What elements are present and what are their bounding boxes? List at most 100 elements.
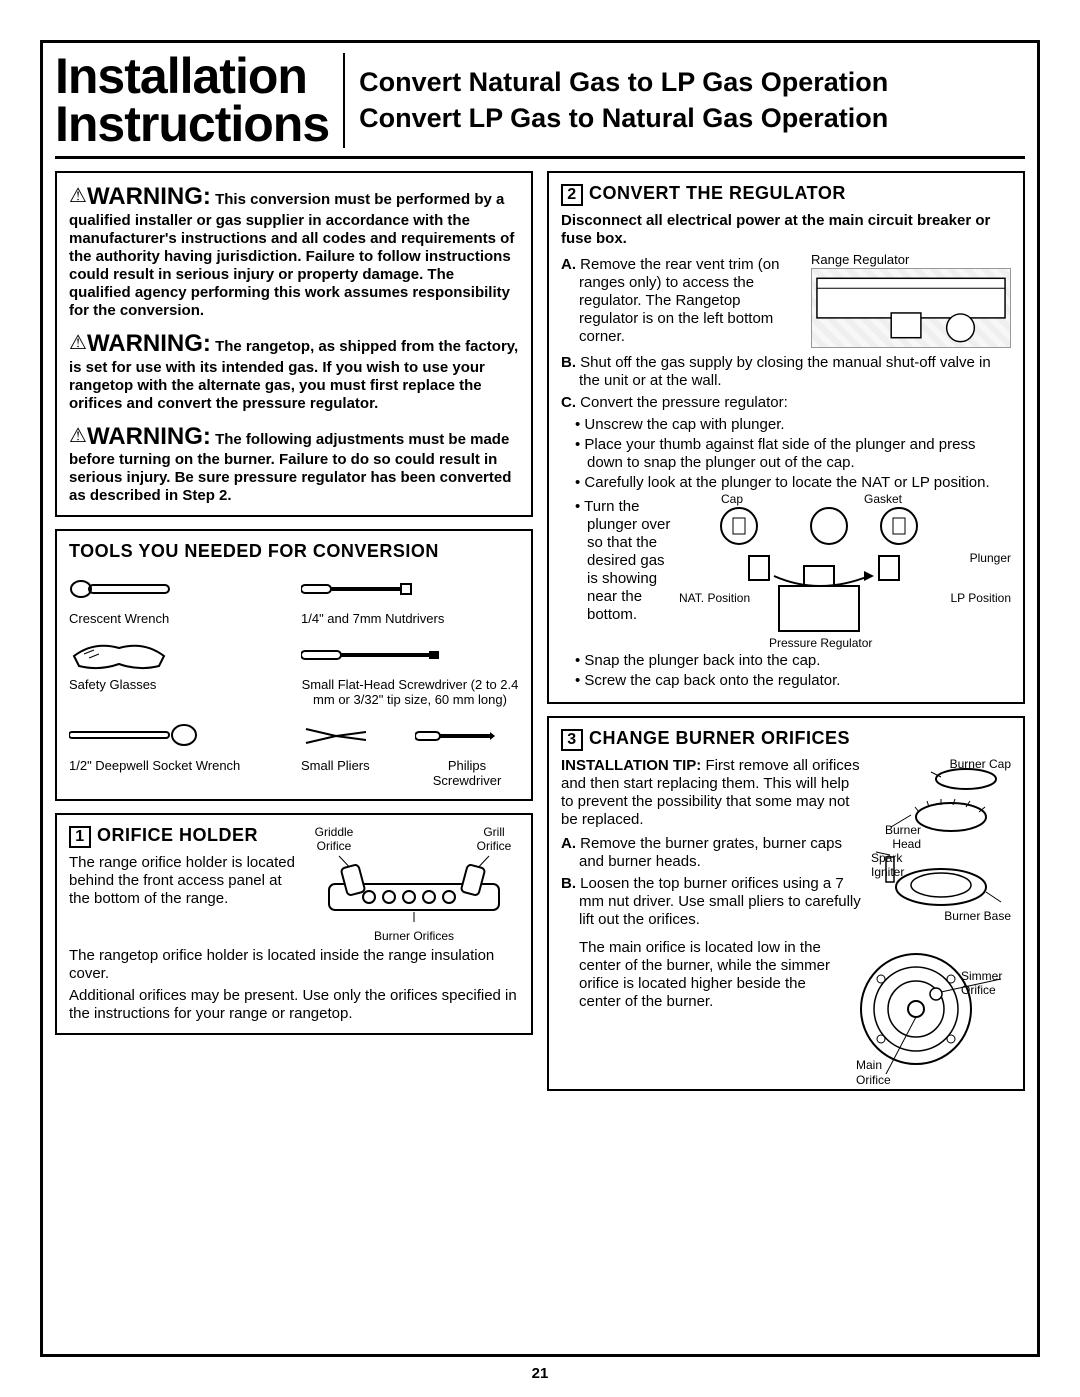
left-column: ⚠WARNING: This conversion must be perfor… bbox=[55, 171, 533, 1103]
cap-label: Cap bbox=[721, 492, 743, 506]
warnings-box: ⚠WARNING: This conversion must be perfor… bbox=[55, 171, 533, 517]
tool-socket-wrench: 1/2" Deepwell Socket Wrench bbox=[69, 716, 287, 789]
warning-3: ⚠WARNING: The following adjustments must… bbox=[69, 423, 519, 506]
columns: ⚠WARNING: This conversion must be perfor… bbox=[55, 171, 1025, 1103]
tool-label: Crescent Wrench bbox=[69, 611, 287, 627]
gasket-label: Gasket bbox=[864, 492, 902, 506]
glasses-icon bbox=[69, 635, 287, 675]
header-title: Installation Instructions bbox=[55, 53, 345, 148]
title-line-2: Instructions bbox=[55, 101, 329, 149]
step2-b-text: Shut off the gas supply by closing the m… bbox=[579, 354, 991, 389]
step3-title-text: CHANGE BURNER ORIFICES bbox=[589, 728, 850, 748]
step3-title: 3 CHANGE BURNER ORIFICES bbox=[561, 728, 1011, 751]
step2-c2-text: Place your thumb against flat side of th… bbox=[584, 436, 975, 471]
tool-crescent-wrench: Crescent Wrench bbox=[69, 569, 287, 627]
range-regulator-label: Range Regulator bbox=[811, 252, 1011, 268]
burner-exploded-diagram: Burner Cap B bbox=[871, 757, 1011, 933]
burner-cap-label: Burner Cap bbox=[950, 757, 1011, 771]
step-number: 1 bbox=[69, 826, 91, 848]
tools-title: TOOLS YOU NEEDED FOR CONVERSION bbox=[69, 541, 519, 563]
tool-pliers-philips: Small Pliers Philips Screwdriver bbox=[301, 716, 519, 789]
step2-title-text: CONVERT THE REGULATOR bbox=[589, 183, 846, 203]
right-column: 2 CONVERT THE REGULATOR Disconnect all el… bbox=[547, 171, 1025, 1103]
burner-base-label: Burner Base bbox=[944, 909, 1011, 923]
nutdriver-icon bbox=[301, 569, 519, 609]
step2-c5-text: Snap the plunger back into the cap. bbox=[584, 652, 820, 669]
screwdriver-icon bbox=[301, 635, 519, 675]
tool-flathead: Small Flat-Head Screwdriver (2 to 2.4 mm… bbox=[301, 635, 519, 708]
step1-p1: The range orifice holder is located behi… bbox=[69, 854, 301, 908]
step1-p3: Additional orifices may be present. Use … bbox=[69, 987, 519, 1023]
simmer-label: Simmer Orifice bbox=[961, 969, 1016, 998]
socket-icon bbox=[69, 716, 287, 756]
wrench-icon bbox=[69, 569, 287, 609]
header: Installation Instructions Convert Natura… bbox=[55, 53, 1025, 159]
step2-c-text: Convert the pressure regulator: bbox=[580, 394, 788, 411]
warning-icon: ⚠ bbox=[69, 184, 87, 208]
warning-label: WARNING: bbox=[87, 330, 211, 357]
philips-icon bbox=[415, 716, 519, 756]
step2-a: A. Remove the rear vent trim (on ranges … bbox=[561, 256, 803, 346]
reg-label: Pressure Regulator bbox=[769, 636, 872, 650]
step2-title: 2 CONVERT THE REGULATOR bbox=[561, 183, 1011, 206]
step2-c5: • Snap the plunger back into the cap. bbox=[575, 652, 1011, 670]
step2-c6-text: Screw the cap back onto the regulator. bbox=[584, 672, 840, 689]
step3-box: 3 CHANGE BURNER ORIFICES INSTALLATION TIP… bbox=[547, 716, 1025, 1091]
warning-icon: ⚠ bbox=[69, 331, 87, 355]
nat-label: NAT. Position bbox=[679, 591, 750, 605]
warning-label: WARNING: bbox=[87, 183, 211, 210]
spark-label: Spark Igniter bbox=[871, 851, 921, 880]
tool-label: Small Flat-Head Screwdriver (2 to 2.4 mm… bbox=[301, 677, 519, 708]
step1-box: 1 ORIFICE HOLDER The range orifice holder… bbox=[55, 813, 533, 1035]
tool-label: Safety Glasses bbox=[69, 677, 287, 693]
step3-b-text: Loosen the top burner orifices using a 7… bbox=[579, 875, 861, 928]
step3-a: A. Remove the burner grates, burner caps… bbox=[561, 835, 863, 871]
step2-c: C. Convert the pressure regulator: bbox=[561, 394, 1011, 412]
tool-nutdrivers: 1/4" and 7mm Nutdrivers bbox=[301, 569, 519, 627]
range-regulator-diagram: Range Regulator bbox=[811, 252, 1011, 350]
main-label: Main Orifice bbox=[856, 1058, 906, 1087]
step2-c1-text: Unscrew the cap with plunger. bbox=[584, 416, 784, 433]
burner-top-diagram: Simmer Orifice Main Orifice bbox=[841, 939, 1011, 1079]
page-number: 21 bbox=[43, 1365, 1037, 1382]
header-subtitle: Convert Natural Gas to LP Gas Operation … bbox=[345, 53, 1025, 148]
regulator-diagram: Cap Gasket Plunger NAT. Position LP Posi… bbox=[679, 496, 1011, 646]
griddle-label: Griddle Orifice bbox=[309, 825, 359, 854]
step2-disconnect: Disconnect all electrical power at the m… bbox=[561, 212, 1011, 248]
step2-c4: • Turn the plunger over so that the desi… bbox=[575, 498, 671, 624]
warning-2: ⚠WARNING: The rangetop, as shipped from … bbox=[69, 330, 519, 413]
step2-c4-text: Turn the plunger over so that the desire… bbox=[584, 498, 670, 623]
page-border: Installation Instructions Convert Natura… bbox=[40, 40, 1040, 1357]
step1-title: 1 ORIFICE HOLDER bbox=[69, 825, 301, 848]
tool-label: Small Pliers bbox=[301, 758, 405, 774]
orifice-holder-diagram: Griddle Orifice Grill Orifice bbox=[309, 825, 519, 943]
step-number: 2 bbox=[561, 184, 583, 206]
step-number: 3 bbox=[561, 729, 583, 751]
subtitle-line-1: Convert Natural Gas to LP Gas Operation bbox=[359, 65, 1025, 100]
subtitle-line-2: Convert LP Gas to Natural Gas Operation bbox=[359, 101, 1025, 136]
tool-label: 1/2" Deepwell Socket Wrench bbox=[69, 758, 287, 774]
step2-b: B. Shut off the gas supply by closing th… bbox=[561, 354, 1011, 390]
step1-p2: The rangetop orifice holder is located i… bbox=[69, 947, 519, 983]
burner-orifices-label: Burner Orifices bbox=[309, 929, 519, 943]
step3-tip: INSTALLATION TIP: First remove all orifi… bbox=[561, 757, 863, 829]
step2-c2: • Place your thumb against flat side of … bbox=[575, 436, 1011, 472]
pliers-icon bbox=[301, 716, 405, 756]
warning-1: ⚠WARNING: This conversion must be perfor… bbox=[69, 183, 519, 320]
step2-a-text: Remove the rear vent trim (on ranges onl… bbox=[579, 256, 779, 345]
plunger-label: Plunger bbox=[970, 551, 1011, 565]
step2-c3: • Carefully look at the plunger to locat… bbox=[575, 474, 1011, 492]
step2-box: 2 CONVERT THE REGULATOR Disconnect all el… bbox=[547, 171, 1025, 704]
lp-label: LP Position bbox=[951, 591, 1012, 605]
step2-c3-text: Carefully look at the plunger to locate … bbox=[584, 474, 989, 491]
step1-title-text: ORIFICE HOLDER bbox=[97, 825, 258, 845]
step2-c1: • Unscrew the cap with plunger. bbox=[575, 416, 1011, 434]
step3-p3: The main orifice is located low in the c… bbox=[561, 939, 833, 1011]
burner-head-label: Burner Head bbox=[871, 823, 921, 852]
tools-grid: Crescent Wrench 1/4" and 7mm Nutdrivers … bbox=[69, 569, 519, 789]
warning-icon: ⚠ bbox=[69, 424, 87, 448]
title-line-1: Installation bbox=[55, 53, 329, 101]
tool-label: Philips Screwdriver bbox=[415, 758, 519, 789]
warning-1-text: This conversion must be performed by a q… bbox=[69, 191, 514, 319]
step2-c6: • Screw the cap back onto the regulator. bbox=[575, 672, 1011, 690]
